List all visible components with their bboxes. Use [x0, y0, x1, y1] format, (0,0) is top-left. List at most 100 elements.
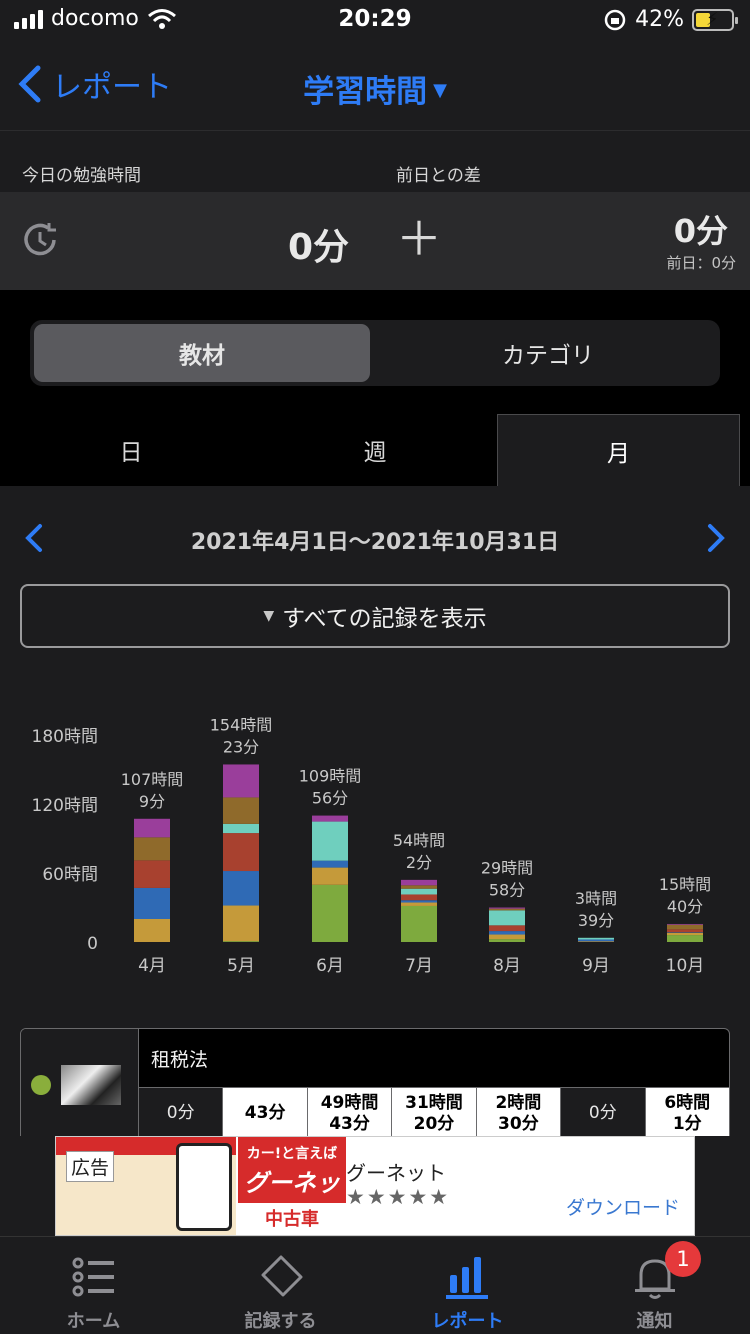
bell-icon — [635, 1259, 675, 1299]
y-tick-label: 60時間 — [42, 865, 98, 885]
segment-category[interactable]: カテゴリ — [502, 343, 594, 369]
x-tick-label: 5月 — [227, 956, 255, 976]
back-label: レポート — [52, 70, 172, 105]
bar-segment — [223, 905, 259, 942]
bar-segment — [401, 905, 437, 942]
bar-total-label: 54時間 — [393, 831, 445, 850]
tab-report[interactable]: レポート — [374, 1237, 561, 1334]
x-tick-label: 7月 — [405, 956, 433, 976]
ad-logo-bottom: 中古車 — [265, 1209, 319, 1230]
page-title: 学習時間 — [303, 74, 428, 110]
bar-total-label: 23分 — [223, 737, 259, 756]
tab-day[interactable]: 日 — [119, 440, 143, 466]
material-table: 租税法 0分 43分 49時間 43分 31時間 20分 2時間 30分 0分 6時間 1分 — [20, 1028, 730, 1138]
navigation-bar: レポート 学習時間 ▼ — [0, 42, 750, 130]
carrier-label: docomo — [51, 6, 139, 31]
tab-week[interactable]: 週 — [363, 440, 387, 466]
bar-segment — [401, 888, 437, 895]
x-tick-label: 10月 — [666, 956, 705, 976]
bar-segment — [312, 815, 348, 822]
bar-segment — [489, 939, 525, 942]
battery-percent: 42% — [635, 7, 684, 32]
bar-total-label: 2分 — [406, 853, 432, 872]
ad-app-name: グーネット — [346, 1161, 446, 1185]
wifi-icon — [147, 8, 176, 29]
bar-segment — [489, 931, 525, 935]
bar-segment — [667, 932, 703, 936]
bar-segment — [223, 833, 259, 872]
x-tick-label: 8月 — [493, 956, 521, 976]
tab-record-label: 記録する — [244, 1311, 317, 1332]
phone-graphic — [176, 1143, 232, 1231]
tab-home[interactable]: ホーム — [0, 1237, 187, 1334]
y-tick-label: 0 — [87, 934, 98, 954]
tab-month[interactable]: 月 — [497, 414, 740, 486]
prev-period-button[interactable] — [22, 522, 46, 554]
bar-segment — [489, 910, 525, 926]
bar-segment — [667, 923, 703, 925]
status-right: 42% ⚡ — [603, 7, 738, 32]
monthly-study-chart: 0 60時間 120時間 180時間 107時間 9分 4月 154時間 23分 5月 109時間 5… — [32, 715, 712, 976]
caret-down-icon: ▼ — [433, 80, 447, 101]
bar-segment — [223, 871, 259, 906]
ad-download-button[interactable]: ダウンロード — [565, 1197, 680, 1219]
eraser-icon — [261, 1255, 303, 1297]
bar-segment — [134, 887, 170, 919]
back-button[interactable]: レポート — [16, 62, 172, 106]
x-tick-label: 6月 — [316, 956, 344, 976]
month-cell: 49時間 43分 — [306, 1087, 392, 1137]
show-all-records-button[interactable]: ▼ すべての記録を表示 — [20, 584, 730, 648]
material-color-dot — [31, 1075, 51, 1095]
bar-total-label: 40分 — [667, 897, 703, 916]
bar-segment — [401, 894, 437, 901]
ad-banner[interactable]: 広告 カー!と言えば グーネット 中古車 グーネット ★★★★★ ダウンロード — [55, 1136, 695, 1236]
next-period-button[interactable] — [704, 522, 728, 554]
title-dropdown[interactable]: 学習時間 ▼ — [0, 66, 750, 111]
x-tick-label: 9月 — [582, 956, 610, 976]
bar-segment — [401, 902, 437, 906]
material-name: 租税法 — [151, 1049, 209, 1071]
bar-segment — [312, 867, 348, 885]
tab-record[interactable]: 記録する — [187, 1237, 374, 1334]
notification-badge: 1 — [665, 1241, 701, 1277]
today-header: 今日の勉強時間 前日との差 — [0, 130, 750, 192]
bar-total-label: 39分 — [578, 911, 614, 930]
date-range-row: 2021年4月1日〜2021年10月31日 — [0, 486, 750, 586]
bar-segment — [312, 821, 348, 861]
bar-segment — [401, 879, 437, 886]
segment-material[interactable]: 教材 — [34, 324, 370, 382]
bar-segment — [667, 935, 703, 942]
bar-segment — [578, 939, 614, 942]
bar-segment — [489, 908, 525, 911]
period-tabs: 日 週 月 — [0, 414, 750, 486]
history-clock-icon — [24, 223, 56, 256]
bar-segment — [134, 860, 170, 888]
bar-segment — [134, 837, 170, 861]
bar-segment — [667, 929, 703, 933]
bar-total-label: 58分 — [489, 881, 525, 900]
bar-segment — [134, 818, 170, 838]
signal-icon — [14, 9, 43, 29]
tab-report-label: レポート — [431, 1311, 504, 1332]
bar-segment — [134, 919, 170, 942]
bar-total-label: 15時間 — [659, 875, 711, 894]
bar-total-label: 109時間 — [299, 767, 362, 786]
material-row-header — [21, 1029, 139, 1137]
ad-rating-stars: ★★★★★ — [346, 1185, 451, 1209]
month-cell: 0分 — [560, 1087, 645, 1137]
report-content: 2021年4月1日〜2021年10月31日 ▼ すべての記録を表示 0 60時間 1… — [0, 486, 750, 1138]
bar-segment — [223, 797, 259, 824]
ad-logo-mid: グーネット — [244, 1169, 340, 1232]
bar-segment — [401, 885, 437, 889]
bar-total-label: 154時間 — [210, 715, 273, 734]
add-record-icon[interactable]: ＋ — [396, 212, 442, 266]
month-cell: 31時間 20分 — [391, 1087, 476, 1137]
tab-notifications[interactable]: 1 通知 — [561, 1237, 748, 1334]
month-cell: 2時間 30分 — [475, 1087, 561, 1137]
tab-home-label: ホーム — [66, 1311, 121, 1332]
bar-total-label: 9分 — [139, 792, 165, 811]
ad-logo-top: カー!と言えば — [246, 1146, 338, 1162]
bar-segment — [489, 907, 525, 909]
filter-label: すべての記録を表示 — [282, 606, 487, 632]
bar-total-label: 3時間 — [575, 889, 617, 908]
